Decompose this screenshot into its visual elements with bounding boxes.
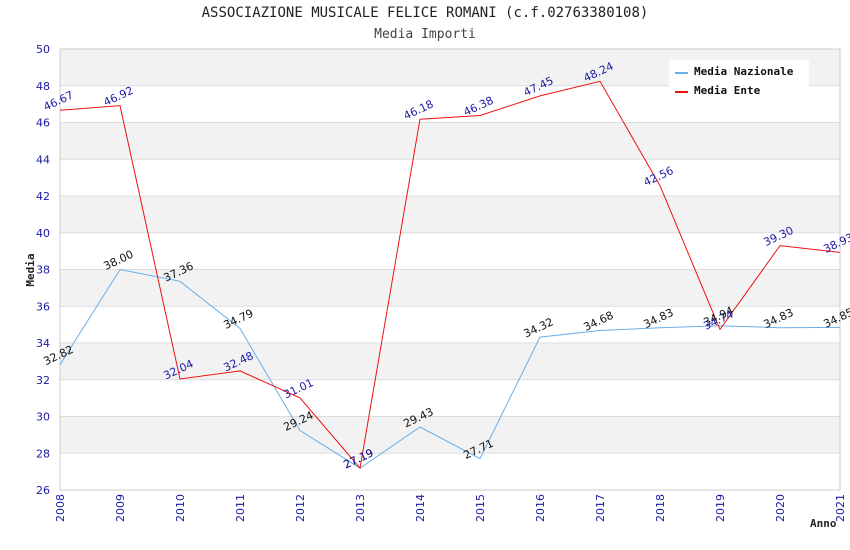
- series-line-ente: [59, 80, 841, 470]
- series-line-nazionale: [59, 268, 841, 469]
- legend-box: [669, 60, 809, 102]
- y-tick-label: 38: [36, 264, 50, 277]
- plot-border: [59, 48, 841, 491]
- plot-band: [60, 416, 840, 454]
- x-axis-label: Anno: [810, 517, 837, 530]
- legend: Media Nazionale Media Ente: [669, 60, 809, 102]
- y-tick-label: 28: [36, 447, 50, 460]
- x-tick-label: 2021: [834, 494, 847, 522]
- y-axis-label: Media: [24, 253, 37, 286]
- plot-bands: [60, 49, 840, 454]
- x-tick-label: 2014: [414, 494, 427, 522]
- plot-band: [60, 343, 840, 380]
- y-tick-label: 36: [36, 300, 50, 313]
- x-tick-label: 2013: [354, 494, 367, 522]
- y-tick-label: 32: [36, 374, 50, 387]
- legend-label-nazionale: Media Nazionale: [694, 65, 794, 78]
- x-tick-label: 2016: [534, 494, 547, 522]
- x-tick-label: 2019: [714, 494, 727, 522]
- x-tick-label: 2020: [774, 494, 787, 522]
- data-label: 34.79: [221, 307, 255, 332]
- chart-title: ASSOCIAZIONE MUSICALE FELICE ROMANI (c.f…: [201, 5, 649, 21]
- x-tick-label: 2008: [54, 494, 67, 522]
- y-tick-label: 46: [36, 117, 50, 130]
- x-tick-label: 2009: [114, 494, 127, 522]
- y-tick-label: 26: [36, 484, 50, 497]
- y-tick-label: 30: [36, 411, 50, 424]
- y-tick-label: 40: [36, 227, 50, 240]
- y-tick-label: 44: [36, 153, 50, 166]
- y-tick-label: 34: [36, 337, 50, 350]
- x-tick-label: 2015: [474, 494, 487, 522]
- plot-band: [60, 269, 840, 307]
- x-axis-ticks: 2008 2009 2010 2011 2012 2013 2014 2015 2016 2017…: [54, 494, 847, 522]
- data-label: 34.32: [521, 315, 555, 340]
- x-tick-label: 2018: [654, 494, 667, 522]
- x-tick-label: 2011: [234, 494, 247, 522]
- y-axis-ticks: 26 28 30 32 34 36 38 40 42 44 46 48 50: [36, 43, 50, 497]
- y-tick-label: 42: [36, 190, 50, 203]
- data-label: 42.56: [641, 164, 675, 189]
- y-tick-label: 48: [36, 80, 50, 93]
- x-tick-label: 2017: [594, 494, 607, 522]
- x-tick-label: 2012: [294, 494, 307, 522]
- y-tick-label: 50: [36, 43, 50, 56]
- series-lines: [59, 80, 841, 470]
- legend-label-ente: Media Ente: [694, 84, 761, 97]
- plot-band: [60, 122, 840, 160]
- chart-subtitle: Media Importi: [374, 27, 476, 42]
- x-tick-label: 2010: [174, 494, 187, 522]
- data-label: 46.92: [101, 84, 135, 109]
- plot-band: [60, 196, 840, 233]
